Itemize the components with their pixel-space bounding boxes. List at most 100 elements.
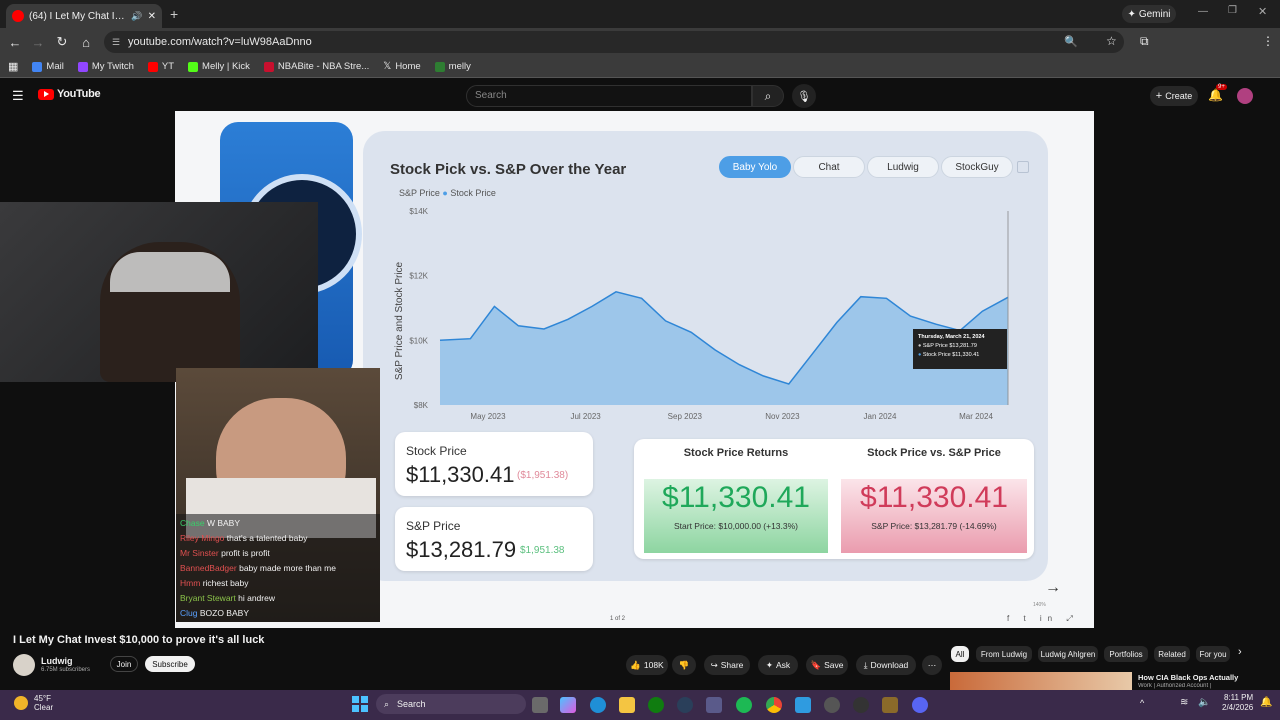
youtube-play-icon — [38, 88, 54, 100]
notification-center-icon[interactable]: 🔔 — [1260, 697, 1273, 708]
home-icon[interactable]: ⌂ — [82, 34, 90, 50]
hamburger-menu-icon[interactable]: ☰ — [12, 88, 24, 103]
recommended-thumbnail[interactable] — [950, 672, 1132, 690]
chip-all[interactable]: All — [951, 646, 969, 662]
xbox-icon[interactable] — [648, 697, 664, 713]
discord-icon[interactable] — [912, 697, 928, 713]
taskbar-search[interactable]: ⌕ Search — [376, 694, 526, 714]
back-arrow-icon[interactable]: ← — [8, 34, 22, 50]
photos-icon[interactable] — [795, 697, 811, 713]
chat-user: Chase — [180, 518, 205, 528]
bookmark-melly[interactable]: melly — [434, 61, 471, 72]
mail-icon — [32, 61, 43, 72]
start-button[interactable] — [352, 696, 368, 712]
address-bar[interactable]: ☰ youtube.com/watch?v=luW98AaDnno — [104, 31, 1124, 53]
store-icon[interactable] — [706, 697, 722, 713]
join-button[interactable]: Join — [110, 656, 138, 672]
sparkle-icon: ✦ — [765, 659, 773, 670]
bookmark-star-icon[interactable]: ☆ — [1106, 34, 1117, 48]
bookmark-home[interactable]: 𝕏 Home — [383, 61, 420, 72]
tooltip-stock-row: ● Stock Price $11,330.41 — [918, 351, 1002, 360]
steam-icon[interactable] — [677, 697, 693, 713]
dislike-button[interactable]: 👎 — [672, 655, 696, 675]
chip-from-ludwig[interactable]: From Ludwig — [976, 646, 1032, 662]
tooltip-sp-row: ● S&P Price $13,281.79 — [918, 342, 1002, 351]
gallery-icon[interactable] — [882, 697, 898, 713]
bookmark-label: Melly | Kick — [202, 61, 250, 72]
bookmark-yt[interactable]: YT — [147, 61, 174, 72]
close-window-button[interactable]: ✕ — [1258, 6, 1268, 18]
share-button[interactable]: ↪ Share — [704, 655, 750, 675]
bookmark-twitch[interactable]: My Twitch — [77, 61, 134, 72]
menu-dots-icon[interactable]: ⋮ — [1262, 34, 1274, 48]
create-button[interactable]: + Create — [1150, 86, 1198, 106]
x-tick-label: Jan 2024 — [864, 412, 897, 421]
edge-icon[interactable] — [590, 697, 606, 713]
chat-msg: BOZO BABY — [199, 608, 249, 618]
share-icons-row[interactable]: f t in ⤢ — [1007, 614, 1079, 623]
wifi-icon[interactable]: ≋ — [1180, 697, 1189, 708]
filter-button-chat[interactable]: Chat — [793, 156, 865, 178]
chip-for-you[interactable]: For you — [1196, 646, 1230, 662]
media-player-icon[interactable] — [824, 697, 840, 713]
apps-grid-icon[interactable]: ▦ — [8, 61, 19, 73]
ask-button[interactable]: ✦ Ask — [758, 655, 798, 675]
bookmark-kick[interactable]: Melly | Kick — [188, 61, 250, 72]
task-view-icon[interactable] — [532, 697, 548, 713]
download-button[interactable]: ⤓ Download — [856, 655, 916, 675]
more-actions-button[interactable]: ⋯ — [922, 655, 942, 675]
clock[interactable]: 8:11 PM 2/4/2026 — [1222, 693, 1253, 713]
microphone-icon: 🎙 — [797, 90, 811, 103]
youtube-logo[interactable]: YouTube — [38, 88, 101, 100]
sp-price-card: S&P Price $13,281.79 $1,951.38 — [395, 507, 593, 571]
recommended-title[interactable]: How CIA Black Ops Actually — [1138, 673, 1239, 682]
filter-button-stockguy[interactable]: StockGuy — [941, 156, 1013, 178]
subscribe-button[interactable]: Subscribe — [145, 656, 195, 672]
minimize-button[interactable]: — — [1198, 6, 1208, 17]
download-icon: ⤓ — [863, 659, 868, 670]
bookmark-mail[interactable]: Mail — [32, 61, 64, 72]
volume-icon[interactable]: 🔈 — [1198, 697, 1211, 708]
close-tab-icon[interactable]: ✕ — [147, 10, 156, 22]
weather-widget[interactable]: 45°F Clear — [14, 694, 53, 712]
obs-icon[interactable] — [853, 697, 869, 713]
channel-name[interactable]: Ludwig — [41, 656, 73, 666]
chrome-icon[interactable] — [766, 697, 782, 713]
browser-tab[interactable]: (64) I Let My Chat Invest $1 🔊 ✕ — [6, 4, 162, 28]
like-button[interactable]: 👍 108K — [626, 655, 668, 675]
streamer-webcam-2: Chase W BABY Riley Mingo that's a talent… — [176, 368, 380, 622]
spotify-icon[interactable] — [736, 697, 752, 713]
copilot-icon[interactable] — [560, 697, 576, 713]
filter-button-ludwig[interactable]: Ludwig — [867, 156, 939, 178]
chat-msg: W BABY — [206, 518, 241, 528]
voice-search-button[interactable]: 🎙 — [792, 84, 816, 108]
next-page-arrow-icon[interactable]: → — [1045, 579, 1061, 596]
x-tick-label: Sep 2023 — [668, 412, 703, 421]
save-button[interactable]: 🔖 Save — [806, 655, 848, 675]
zoom-icon[interactable]: 🔍 — [1064, 36, 1078, 48]
chip-ludwig-ahlgren[interactable]: Ludwig Ahlgren — [1038, 646, 1098, 662]
channel-avatar[interactable] — [13, 654, 35, 676]
gemini-button[interactable]: ✦ Gemini — [1122, 5, 1176, 23]
chip-portfolios[interactable]: Portfolios — [1104, 646, 1148, 662]
extensions-icon[interactable]: ⧉ — [1140, 34, 1149, 48]
maximize-button[interactable]: ❐ — [1228, 5, 1237, 16]
chat-line: BannedBadger baby made more than me — [180, 563, 336, 573]
new-tab-button[interactable]: + — [170, 6, 179, 22]
site-info-icon[interactable]: ☰ — [112, 36, 121, 47]
search-button[interactable]: ⌕ — [752, 85, 784, 107]
reload-icon[interactable]: ↻ — [56, 34, 68, 49]
search-input[interactable]: Search — [466, 85, 752, 107]
more-options-icon[interactable] — [1017, 161, 1029, 173]
notifications-button[interactable]: 🔔 9+ — [1208, 84, 1227, 102]
forward-arrow-icon[interactable]: → — [31, 34, 45, 50]
tray-chevron-icon[interactable]: ^ — [1140, 698, 1145, 708]
bookmark-nbabite[interactable]: NBABite - NBA Stre... — [263, 61, 369, 72]
chips-next-arrow-icon[interactable]: › — [1238, 646, 1242, 658]
file-explorer-icon[interactable] — [619, 697, 635, 713]
chip-related[interactable]: Related — [1154, 646, 1190, 662]
account-avatar[interactable] — [1237, 88, 1253, 104]
chat-line: Mr Sinster profit is profit — [180, 548, 270, 558]
video-player[interactable]: Baby Yolo Chat Ludwig StockGuy Stock Pic… — [175, 111, 1094, 628]
filter-button-baby-yolo[interactable]: Baby Yolo — [719, 156, 791, 178]
